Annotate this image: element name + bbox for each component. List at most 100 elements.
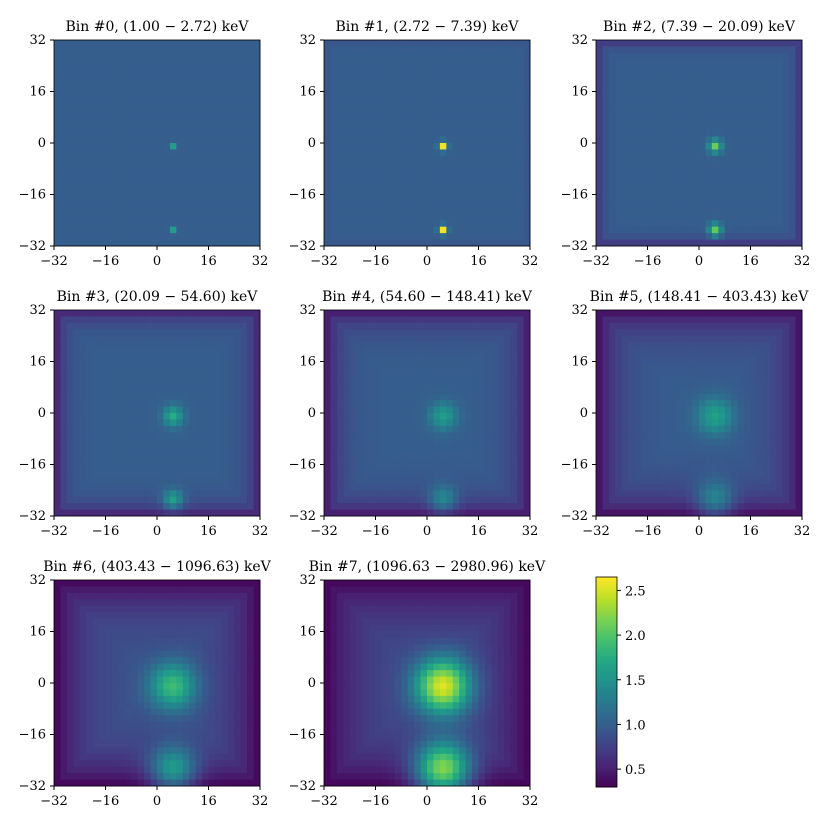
heatmap-cell: [641, 91, 648, 99]
heatmap-cell: [673, 97, 681, 105]
heatmap-cell: [394, 438, 402, 446]
heatmap-cell: [602, 168, 610, 176]
heatmap-cell: [776, 207, 784, 215]
heatmap-cell: [420, 40, 428, 47]
heatmap-cell: [414, 322, 421, 330]
heatmap-cell: [401, 406, 409, 414]
heatmap-cell: [679, 46, 687, 54]
heatmap-cell: [504, 393, 512, 401]
heatmap-cell: [478, 52, 486, 60]
heatmap-cell: [144, 509, 151, 517]
heatmap-cell: [221, 451, 229, 459]
heatmap-cell: [699, 110, 706, 118]
heatmap-cell: [144, 130, 151, 137]
heatmap-cell: [750, 78, 758, 86]
heatmap-cell: [615, 130, 623, 137]
heatmap-cell: [111, 168, 119, 176]
heatmap-cell: [182, 361, 190, 369]
heatmap-cell: [99, 458, 106, 465]
heatmap-cell: [111, 400, 119, 407]
heatmap-cell: [433, 78, 441, 86]
heatmap-cell: [157, 458, 164, 465]
heatmap-cell: [336, 348, 344, 356]
heatmap-cell: [705, 91, 713, 99]
heatmap-cell: [349, 335, 357, 343]
heatmap-cell: [111, 503, 119, 510]
heatmap-cell: [247, 91, 254, 99]
heatmap-cell: [189, 490, 197, 498]
heatmap-cell: [375, 470, 383, 478]
heatmap-cell: [744, 213, 751, 221]
heatmap-cell: [150, 207, 158, 215]
heatmap-cell: [497, 393, 505, 401]
heatmap-cell: [369, 117, 376, 125]
heatmap-cell: [227, 509, 235, 517]
panel-3: Bin #3, (20.09 − 54.60) keV−32−32−16−160…: [19, 289, 269, 539]
heatmap-cell: [214, 233, 222, 240]
heatmap-cell: [763, 149, 771, 157]
heatmap-cell: [497, 40, 505, 47]
heatmap-cell: [176, 117, 184, 125]
heatmap-cell: [679, 52, 687, 60]
heatmap-cell: [336, 46, 344, 54]
heatmap-cell: [54, 143, 61, 150]
heatmap-cell: [79, 188, 87, 195]
heatmap-cell: [446, 143, 454, 150]
heatmap-cell: [343, 181, 351, 189]
heatmap-cell: [679, 220, 687, 228]
heatmap-cell: [189, 438, 197, 446]
heatmap-cell: [795, 175, 803, 183]
heatmap-cell: [131, 130, 139, 137]
heatmap-cell: [234, 226, 242, 234]
heatmap-cell: [105, 400, 113, 407]
heatmap-cell: [247, 310, 254, 317]
heatmap-cell: [79, 117, 87, 125]
heatmap-cell: [118, 451, 126, 459]
heatmap-cell: [150, 374, 158, 382]
heatmap-cell: [150, 200, 158, 208]
heatmap-cell: [208, 451, 216, 459]
heatmap-cell: [484, 355, 492, 362]
heatmap-cell: [497, 380, 505, 388]
heatmap-cell: [92, 322, 100, 330]
heatmap-cell: [54, 361, 61, 369]
heatmap-cell: [420, 181, 428, 189]
heatmap-cell: [737, 52, 745, 60]
heatmap-cell: [439, 175, 447, 183]
heatmap-cell: [208, 168, 216, 176]
heatmap-cell: [195, 445, 203, 453]
heatmap-cell: [189, 143, 197, 150]
heatmap-cell: [427, 149, 434, 157]
heatmap-cell: [356, 149, 364, 157]
heatmap-cell: [763, 226, 771, 234]
heatmap-cell: [446, 310, 454, 317]
heatmap-cell: [131, 374, 139, 382]
heatmap-cell: [705, 65, 713, 73]
heatmap-cell: [769, 97, 777, 105]
heatmap-cell: [756, 85, 764, 92]
heatmap-cell: [362, 233, 370, 240]
heatmap-cell: [369, 123, 376, 131]
heatmap-cell: [763, 233, 771, 240]
heatmap-cell: [60, 316, 68, 324]
heatmap-cell: [124, 78, 132, 86]
heatmap-cell: [189, 425, 197, 433]
heatmap-cell: [711, 91, 719, 99]
heatmap-cell: [782, 162, 790, 170]
heatmap-cell: [169, 162, 177, 170]
heatmap-cell: [227, 46, 235, 54]
heatmap-cell: [60, 406, 68, 414]
heatmap-cell: [336, 393, 344, 401]
heatmap-cell: [324, 46, 331, 54]
heatmap-cell: [99, 393, 106, 401]
heatmap-cell: [111, 496, 119, 504]
heatmap-cell: [349, 458, 357, 465]
heatmap-cell: [381, 458, 389, 465]
heatmap-cell: [459, 400, 467, 407]
heatmap-cell: [343, 425, 351, 433]
heatmap-cell: [79, 97, 87, 105]
heatmap-cell: [596, 78, 603, 86]
heatmap-cell: [737, 40, 745, 47]
heatmap-cell: [621, 149, 629, 157]
heatmap-cell: [144, 464, 151, 472]
